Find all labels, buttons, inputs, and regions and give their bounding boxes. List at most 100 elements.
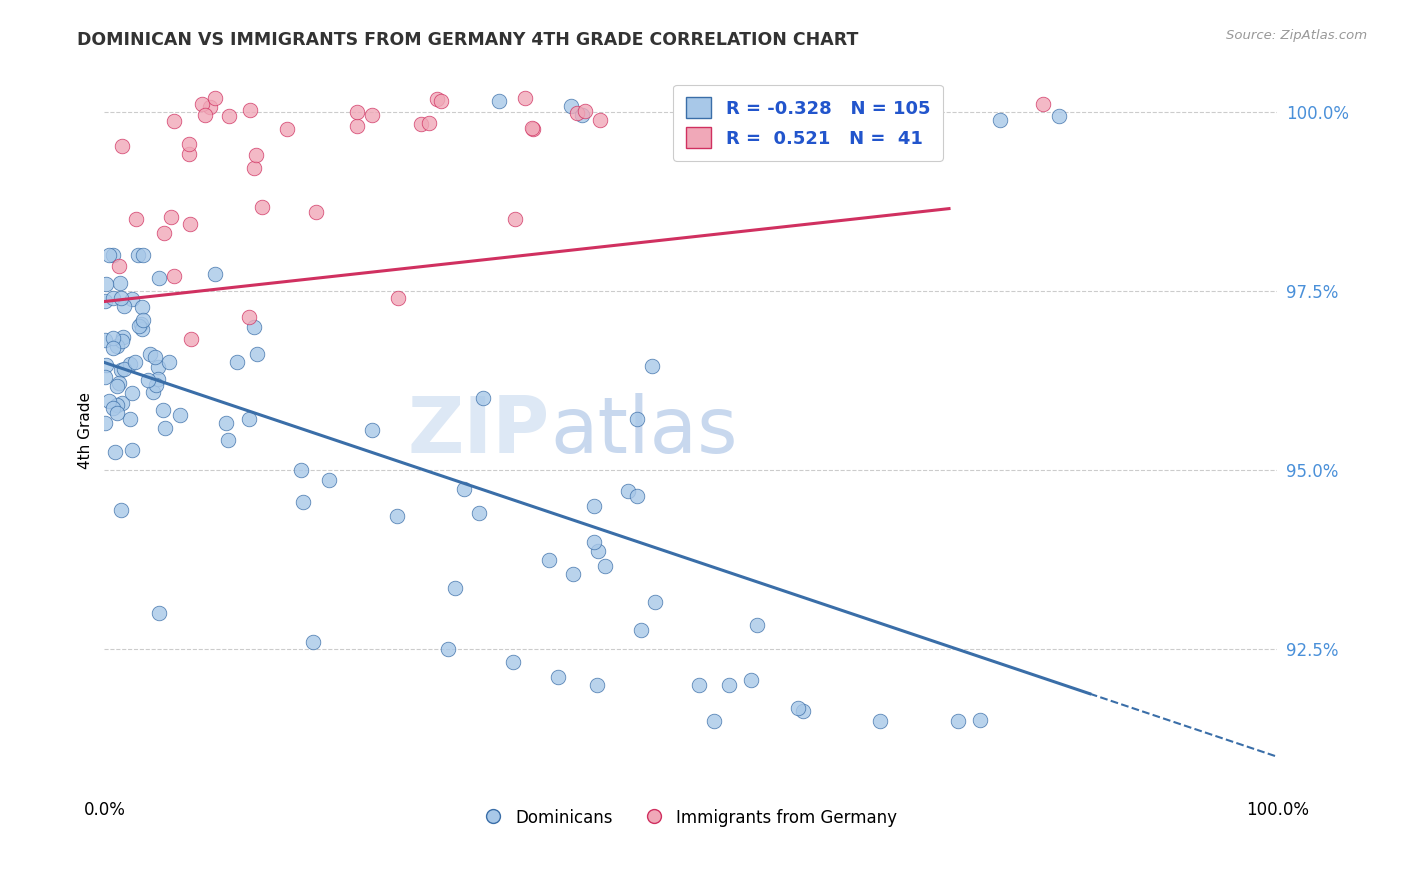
Point xyxy=(148,359,170,374)
Point xyxy=(125,212,148,227)
Point xyxy=(574,104,596,119)
Point xyxy=(103,292,125,306)
Point xyxy=(103,248,125,262)
Point xyxy=(112,362,135,376)
Point xyxy=(105,406,128,420)
Point xyxy=(238,310,260,325)
Point xyxy=(139,347,162,361)
Point xyxy=(204,268,226,282)
Point xyxy=(488,94,510,108)
Point xyxy=(129,318,152,332)
Point xyxy=(238,412,260,426)
Point xyxy=(586,543,609,558)
Point xyxy=(121,442,143,457)
Point xyxy=(740,673,762,688)
Point xyxy=(443,582,465,596)
Point xyxy=(177,136,200,151)
Point xyxy=(108,376,131,390)
Point xyxy=(98,248,121,262)
Point xyxy=(104,445,127,459)
Point xyxy=(856,119,879,133)
Point xyxy=(745,618,768,632)
Point xyxy=(101,401,124,416)
Point xyxy=(1047,109,1070,123)
Point xyxy=(112,299,135,313)
Point xyxy=(697,107,720,121)
Point xyxy=(142,385,165,400)
Point xyxy=(226,355,249,369)
Point xyxy=(291,494,314,508)
Point xyxy=(520,120,543,135)
Point xyxy=(346,119,368,133)
Point xyxy=(121,292,143,306)
Point xyxy=(218,109,240,123)
Point xyxy=(409,117,432,131)
Point xyxy=(148,271,170,285)
Point xyxy=(304,205,326,219)
Point xyxy=(630,623,652,637)
Point xyxy=(799,100,821,114)
Point xyxy=(626,412,648,426)
Point xyxy=(640,359,662,373)
Point xyxy=(96,277,118,292)
Point xyxy=(503,212,526,227)
Point xyxy=(688,678,710,692)
Point xyxy=(105,339,128,353)
Point xyxy=(191,96,214,111)
Point xyxy=(153,226,176,240)
Point xyxy=(430,94,453,108)
Point xyxy=(537,552,560,566)
Point xyxy=(242,161,264,175)
Point xyxy=(103,331,125,345)
Point xyxy=(969,713,991,727)
Point xyxy=(143,351,166,365)
Point xyxy=(946,714,969,728)
Point xyxy=(586,678,609,692)
Point xyxy=(1032,97,1054,112)
Point xyxy=(243,319,266,334)
Point xyxy=(128,318,150,333)
Point xyxy=(703,714,725,728)
Point xyxy=(194,108,217,122)
Point xyxy=(198,100,221,114)
Point xyxy=(108,277,131,291)
Y-axis label: 4th Grade: 4th Grade xyxy=(79,392,93,469)
Point xyxy=(204,91,226,105)
Text: DOMINICAN VS IMMIGRANTS FROM GERMANY 4TH GRADE CORRELATION CHART: DOMINICAN VS IMMIGRANTS FROM GERMANY 4TH… xyxy=(77,31,859,49)
Point xyxy=(159,210,181,224)
Point xyxy=(246,346,269,360)
Point xyxy=(110,291,132,305)
Point xyxy=(105,399,128,413)
Point xyxy=(169,408,191,422)
Point xyxy=(146,372,169,386)
Point xyxy=(988,113,1011,128)
Point xyxy=(792,704,814,718)
Point xyxy=(94,333,117,347)
Point xyxy=(644,595,666,609)
Point xyxy=(571,108,593,122)
Point xyxy=(387,508,409,523)
Point xyxy=(276,122,298,136)
Point xyxy=(426,92,449,106)
Point xyxy=(112,330,135,344)
Point xyxy=(96,358,118,372)
Point xyxy=(502,655,524,669)
Legend: Dominicans, Immigrants from Germany: Dominicans, Immigrants from Germany xyxy=(477,800,905,835)
Point xyxy=(153,421,176,435)
Text: atlas: atlas xyxy=(550,392,738,468)
Point xyxy=(163,114,186,128)
Point xyxy=(472,391,495,405)
Point xyxy=(131,300,153,314)
Point xyxy=(565,105,588,120)
Point xyxy=(127,248,149,262)
Point xyxy=(110,363,132,377)
Point xyxy=(806,112,828,126)
Point xyxy=(124,355,146,369)
Point xyxy=(98,394,121,409)
Point xyxy=(152,402,174,417)
Point xyxy=(468,507,491,521)
Point xyxy=(107,259,129,273)
Point xyxy=(437,642,460,657)
Point xyxy=(136,373,159,387)
Point xyxy=(132,313,155,327)
